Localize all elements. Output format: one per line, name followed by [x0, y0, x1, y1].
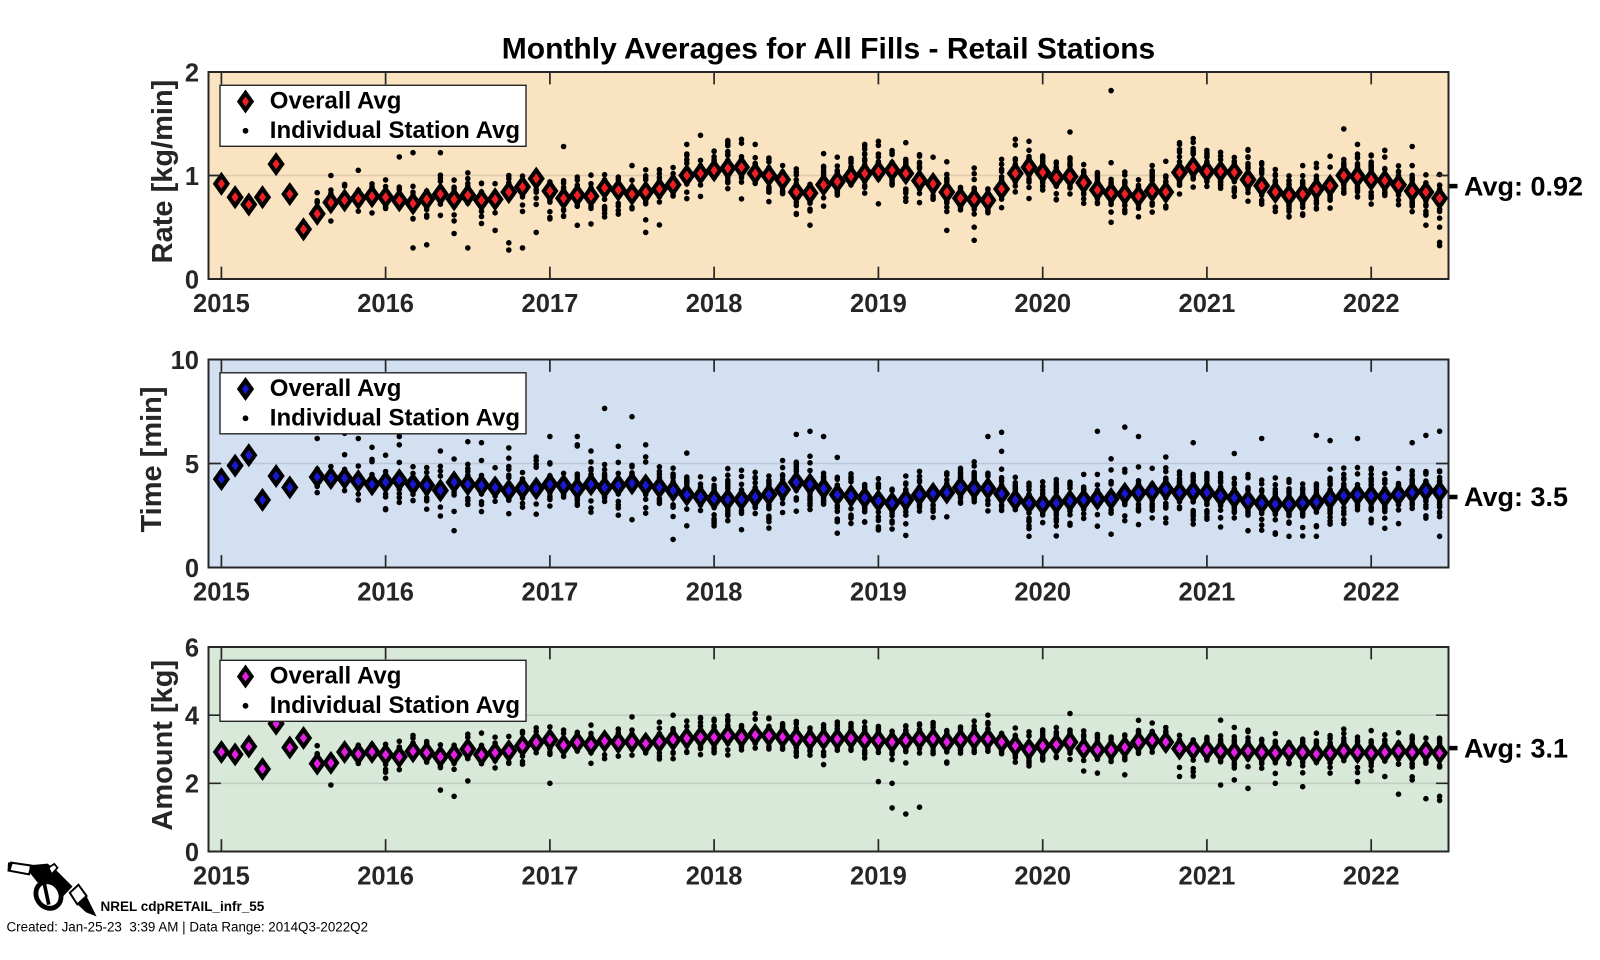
- svg-text:5: 5: [185, 451, 199, 479]
- svg-text:2022: 2022: [1343, 290, 1400, 318]
- svg-text:2018: 2018: [686, 862, 743, 890]
- svg-text:Created: Jan-25-23 3:39 AM |: Created: Jan-25-23 3:39 AM | Data Range:…: [7, 920, 369, 935]
- svg-text:Amount [kg]: Amount [kg]: [147, 660, 179, 831]
- svg-text:0: 0: [185, 266, 199, 294]
- svg-text:10: 10: [171, 347, 199, 375]
- svg-text:2015: 2015: [193, 290, 250, 318]
- svg-text:2016: 2016: [357, 862, 414, 890]
- svg-text:Individual Station Avg: Individual Station Avg: [270, 692, 520, 719]
- svg-text:Monthly Averages for All Fills: Monthly Averages for All Fills - Retail …: [502, 33, 1155, 66]
- svg-text:2017: 2017: [522, 578, 579, 606]
- svg-text:Individual Station Avg: Individual Station Avg: [270, 405, 520, 432]
- svg-text:Avg: 3.1: Avg: 3.1: [1464, 733, 1568, 763]
- svg-text:0: 0: [185, 839, 199, 867]
- svg-text:2021: 2021: [1179, 578, 1236, 606]
- svg-text:2: 2: [185, 59, 199, 87]
- svg-text:2019: 2019: [850, 290, 907, 318]
- svg-text:2021: 2021: [1179, 862, 1236, 890]
- svg-text:2016: 2016: [357, 578, 414, 606]
- svg-text:Individual Station Avg: Individual Station Avg: [270, 117, 520, 144]
- svg-text:1: 1: [185, 163, 199, 191]
- svg-text:NREL cdpRETAIL_infr_55: NREL cdpRETAIL_infr_55: [101, 899, 265, 914]
- svg-text:Avg: 3.5: Avg: 3.5: [1464, 482, 1568, 512]
- svg-text:Overall Avg: Overall Avg: [270, 375, 402, 402]
- svg-text:2020: 2020: [1014, 290, 1071, 318]
- svg-text:2017: 2017: [522, 290, 579, 318]
- svg-text:2022: 2022: [1343, 578, 1400, 606]
- svg-text:2022: 2022: [1343, 862, 1400, 890]
- svg-text:2018: 2018: [686, 578, 743, 606]
- svg-text:2019: 2019: [850, 862, 907, 890]
- svg-text:2020: 2020: [1014, 862, 1071, 890]
- svg-text:Overall Avg: Overall Avg: [270, 663, 402, 690]
- svg-text:4: 4: [185, 703, 200, 731]
- svg-text:Avg: 0.92: Avg: 0.92: [1464, 171, 1583, 201]
- svg-text:2: 2: [185, 771, 199, 799]
- svg-text:2016: 2016: [357, 290, 414, 318]
- svg-text:Rate [kg/min]: Rate [kg/min]: [147, 80, 179, 264]
- svg-text:Overall Avg: Overall Avg: [270, 88, 402, 115]
- svg-text:Time [min]: Time [min]: [136, 386, 168, 532]
- svg-text:6: 6: [185, 634, 199, 662]
- svg-text:0: 0: [185, 555, 199, 583]
- svg-text:2017: 2017: [522, 862, 579, 890]
- svg-text:2020: 2020: [1014, 578, 1071, 606]
- svg-text:2015: 2015: [193, 578, 250, 606]
- svg-text:2015: 2015: [193, 862, 250, 890]
- svg-text:2019: 2019: [850, 578, 907, 606]
- svg-text:2021: 2021: [1179, 290, 1236, 318]
- svg-text:2018: 2018: [686, 290, 743, 318]
